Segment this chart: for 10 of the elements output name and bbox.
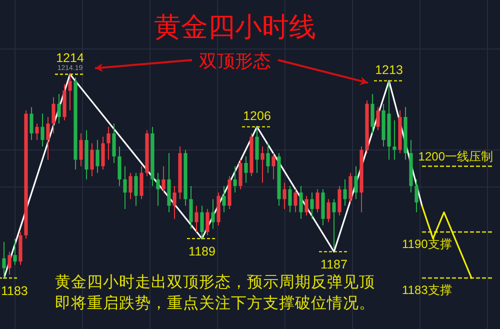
ref-line-label: 1200一线压制 (418, 149, 493, 164)
data-label: 1187 (320, 258, 348, 272)
ref-line-label: 1183支撑 (402, 283, 452, 297)
ref-line-label: 1190支撑 (402, 236, 452, 251)
data-label: 1206 (243, 108, 271, 123)
data-label: 1183 (1, 284, 28, 298)
title: 黄金四小时线 (154, 12, 316, 42)
data-label: 1213 (375, 62, 403, 77)
data-label: 1214 (56, 51, 84, 66)
data-label: 1189 (188, 244, 216, 259)
